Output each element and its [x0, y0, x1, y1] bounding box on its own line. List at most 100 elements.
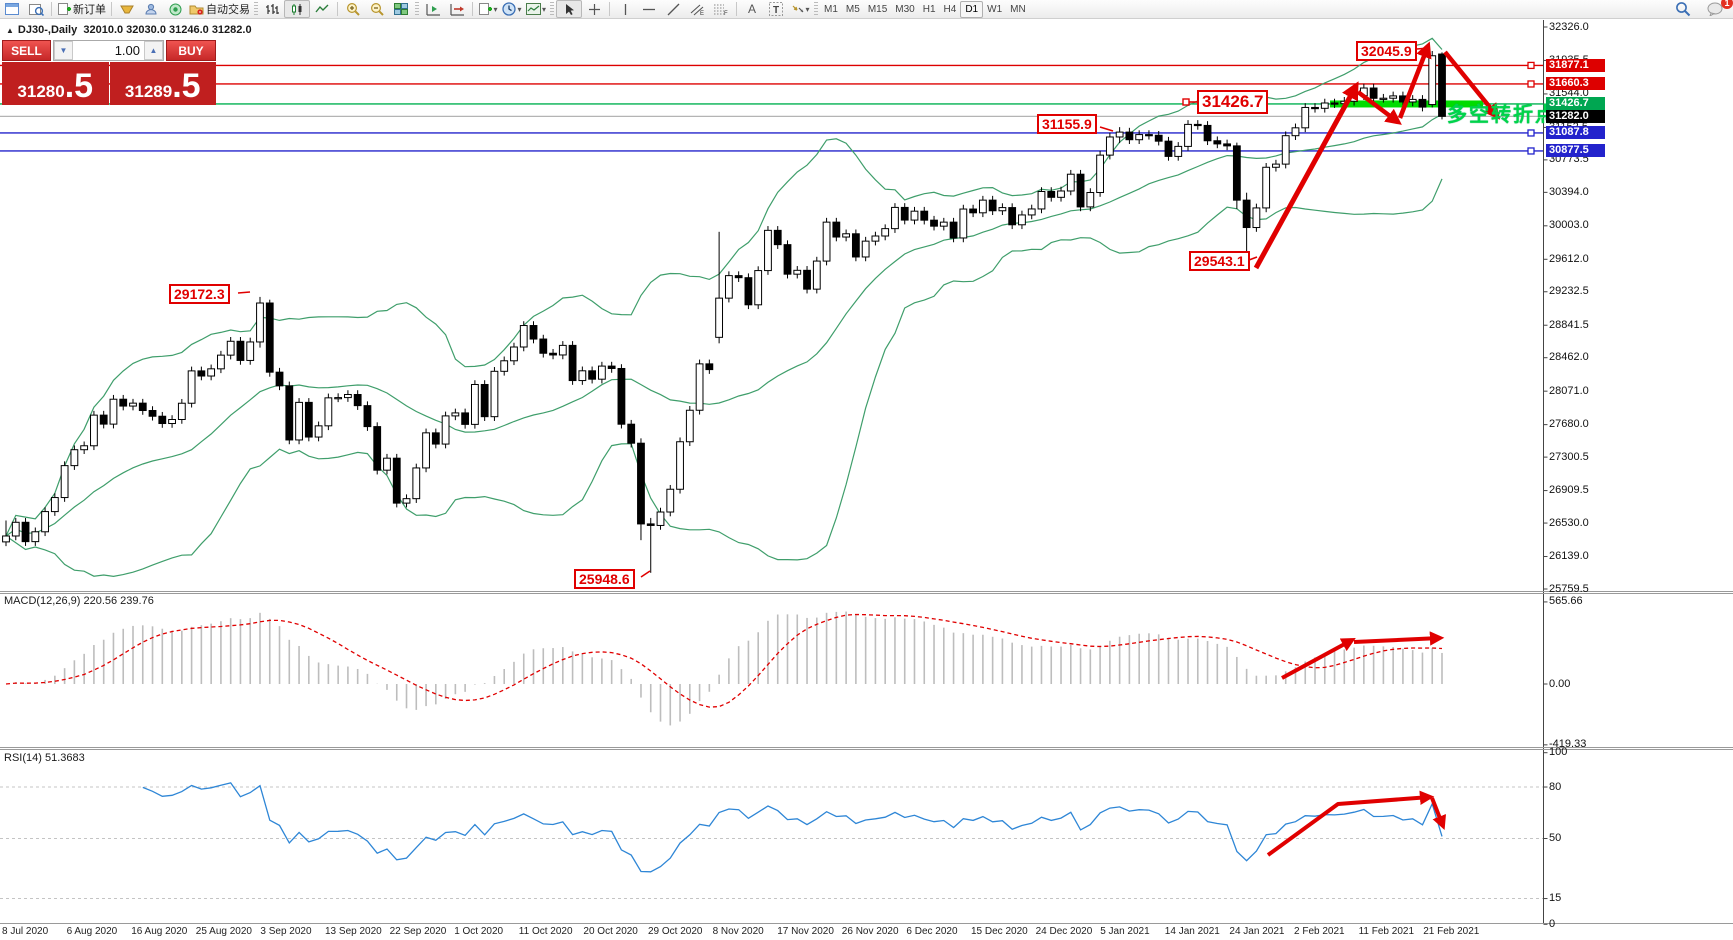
- crosshair-tool-icon[interactable]: [582, 1, 606, 17]
- candle-body: [1135, 134, 1144, 141]
- candle-body: [344, 394, 352, 399]
- macd-trend-arrow[interactable]: [1353, 631, 1445, 646]
- horizontal-line-tool-icon[interactable]: [637, 1, 661, 17]
- tf-m30[interactable]: M30: [895, 3, 915, 15]
- templates-menu-button[interactable]: ▾: [524, 1, 548, 17]
- candle-body: [578, 370, 587, 382]
- bollinger-up: [5, 37, 1443, 537]
- tf-w1[interactable]: W1: [987, 3, 1003, 15]
- search-icon[interactable]: [1671, 1, 1695, 17]
- macd-trend-arrow[interactable]: [1281, 637, 1356, 680]
- candle-body: [490, 370, 499, 418]
- market-depth-icon[interactable]: [115, 1, 139, 17]
- candle-body: [1428, 55, 1437, 106]
- volume-decrease-button[interactable]: ▼: [54, 41, 73, 60]
- line-chart-type-icon[interactable]: [310, 1, 334, 17]
- trend-arrow[interactable]: [1443, 50, 1501, 120]
- candle-body: [920, 210, 929, 221]
- chart-canvas[interactable]: [0, 18, 1733, 940]
- cursor-tool-icon[interactable]: [556, 0, 583, 18]
- candle-body: [431, 432, 440, 445]
- rsi-trend-arrow[interactable]: [1430, 797, 1447, 831]
- periods-menu-button[interactable]: ▾: [500, 1, 524, 17]
- market-watch-window-icon[interactable]: [0, 1, 24, 17]
- candle-body: [207, 368, 216, 377]
- candle-body: [519, 325, 528, 348]
- candle-body: [1184, 123, 1192, 147]
- autoscroll-icon[interactable]: [421, 1, 445, 17]
- candle-body: [1076, 173, 1085, 208]
- candle-body: [461, 412, 470, 425]
- callout-anchor-square[interactable]: [1182, 98, 1190, 106]
- candle-body: [910, 210, 919, 221]
- trend-arrow[interactable]: [1397, 41, 1432, 119]
- candle-body: [1232, 145, 1241, 201]
- trendline-tool-icon[interactable]: [661, 1, 685, 17]
- vertical-line-tool-icon[interactable]: [613, 1, 637, 17]
- volume-input[interactable]: 1.00: [114, 43, 140, 58]
- tf-m1[interactable]: M1: [824, 3, 838, 15]
- zoom-in-icon[interactable]: [341, 1, 365, 17]
- tf-h1[interactable]: H1: [922, 3, 936, 15]
- autotrade-label: 自动交易: [206, 4, 250, 16]
- text-label-tool-icon[interactable]: T: [764, 1, 788, 17]
- buy-price-quote[interactable]: 31289.5: [109, 62, 216, 105]
- candle-body: [939, 221, 948, 227]
- arrows-tool-button[interactable]: ▾: [788, 1, 812, 17]
- line-handle[interactable]: [1527, 129, 1535, 137]
- candle-body: [402, 498, 411, 504]
- candle-body: [70, 449, 79, 467]
- candle-body: [1262, 166, 1271, 209]
- candle-body: [285, 385, 294, 441]
- text-tool-icon[interactable]: A: [748, 2, 757, 16]
- indicators-menu-button[interactable]: ▾: [476, 1, 500, 17]
- candle-body: [177, 402, 186, 420]
- candle-body: [158, 415, 167, 425]
- volume-increase-button[interactable]: ▲: [144, 41, 163, 60]
- buy-button[interactable]: BUY: [166, 40, 216, 61]
- trend-arrow[interactable]: [1253, 81, 1359, 270]
- tf-m15[interactable]: M15: [867, 3, 888, 15]
- candle-body: [1047, 190, 1056, 198]
- candle-body: [1115, 131, 1124, 138]
- bar-chart-type-icon[interactable]: [260, 1, 284, 17]
- candle-body: [226, 340, 235, 356]
- line-handle[interactable]: [1527, 61, 1535, 70]
- tf-m5[interactable]: M5: [845, 3, 860, 15]
- tf-h4[interactable]: H4: [943, 3, 957, 15]
- chart-shift-icon[interactable]: [445, 1, 469, 17]
- candle-body: [900, 206, 909, 221]
- sell-button[interactable]: SELL: [2, 40, 51, 61]
- candle-body: [851, 233, 860, 258]
- candle-body: [1125, 131, 1134, 141]
- candle-body: [1330, 102, 1339, 105]
- line-handle[interactable]: [1527, 80, 1535, 88]
- data-window-icon[interactable]: [24, 1, 48, 17]
- tf-d1[interactable]: D1: [960, 0, 984, 18]
- candle-body: [197, 370, 206, 377]
- trend-arrow[interactable]: [1356, 90, 1402, 125]
- tile-windows-icon[interactable]: [389, 1, 413, 17]
- line-handle[interactable]: [1527, 147, 1535, 155]
- candlestick-chart-type-icon[interactable]: [284, 0, 310, 18]
- rsi-trend-arrow[interactable]: [1266, 790, 1435, 857]
- candle-body: [988, 199, 997, 212]
- candle-body: [1213, 140, 1222, 145]
- zoom-out-icon[interactable]: [365, 1, 389, 17]
- channel-tool-icon[interactable]: E: [685, 1, 709, 17]
- autotrade-button[interactable]: 自动交易: [187, 1, 252, 17]
- signals-icon[interactable]: [163, 1, 187, 17]
- notifications-icon[interactable]: 1: [1703, 0, 1733, 17]
- candle-body: [1408, 98, 1417, 103]
- candle-body: [21, 521, 30, 543]
- candle-body: [1272, 163, 1280, 168]
- candle-body: [1223, 143, 1231, 147]
- tf-mn[interactable]: MN: [1010, 3, 1026, 15]
- navigator-icon[interactable]: [139, 1, 163, 17]
- candle-body: [685, 409, 694, 443]
- candle-body: [31, 531, 40, 543]
- new-order-button[interactable]: 新订单: [55, 1, 108, 17]
- sell-price-quote[interactable]: 31280.5: [2, 62, 109, 105]
- fibonacci-tool-icon[interactable]: F: [709, 1, 733, 17]
- candle-body: [1193, 123, 1202, 127]
